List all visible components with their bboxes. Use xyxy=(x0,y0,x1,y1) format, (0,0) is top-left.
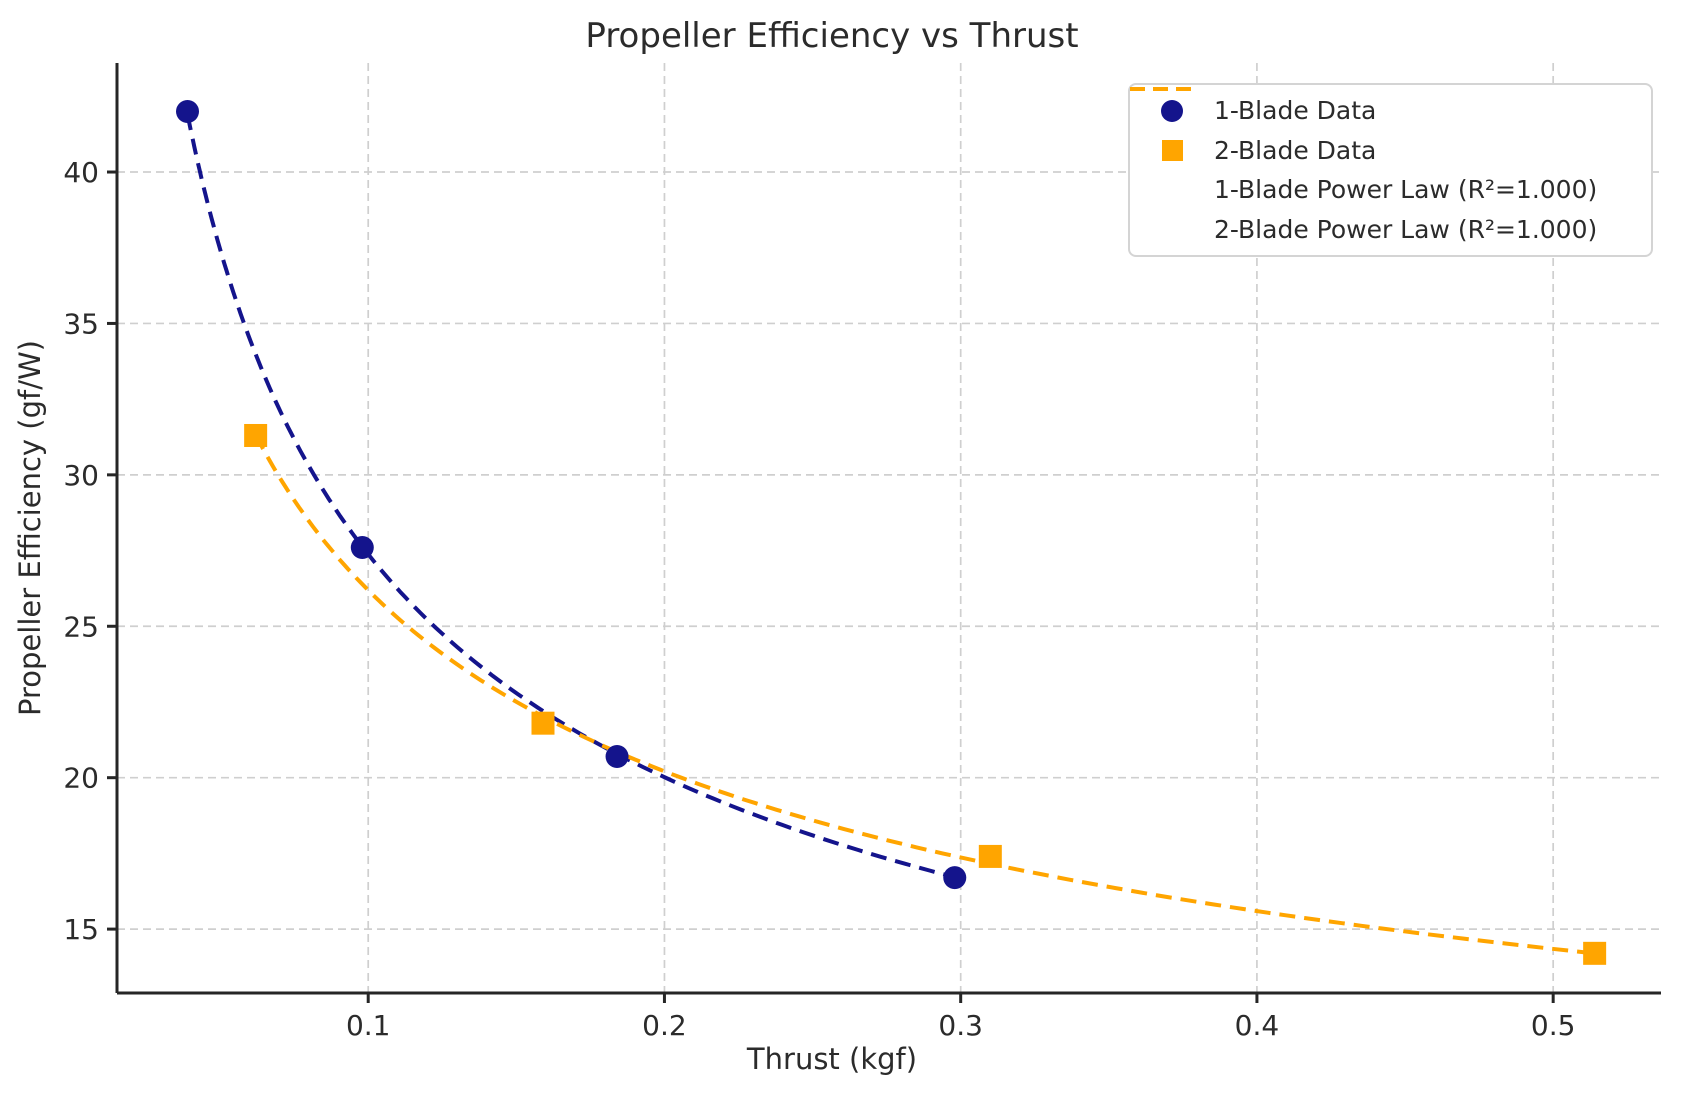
data-point-square xyxy=(244,423,268,447)
legend-label: 1-Blade Data xyxy=(1214,96,1377,126)
x-tick-label: 0.3 xyxy=(938,1009,983,1042)
y-tick-label: 25 xyxy=(63,610,99,643)
y-tick-label: 40 xyxy=(63,156,99,189)
legend-label: 2-Blade Data xyxy=(1214,135,1377,165)
legend-square-marker-icon xyxy=(1130,139,1214,161)
y-tick-label: 30 xyxy=(63,459,99,492)
data-point-circle xyxy=(605,744,629,768)
y-tick-label: 20 xyxy=(63,762,99,795)
legend-label: 1-Blade Power Law (R²=1.000) xyxy=(1214,175,1598,205)
x-axis-label: Thrust (kgf) xyxy=(746,1042,918,1076)
legend-item-2blade-fit: 2-Blade Power Law (R²=1.000) xyxy=(1130,87,1651,250)
x-tick-label: 0.1 xyxy=(346,1009,391,1042)
y-axis-label: Propeller Efficiency (gf/W) xyxy=(13,340,47,716)
y-tick-label: 15 xyxy=(63,913,99,946)
power-law-curve xyxy=(185,113,956,880)
y-tick-label: 35 xyxy=(63,307,99,340)
data-point-square xyxy=(1583,941,1607,965)
legend-circle-marker-icon xyxy=(1130,99,1214,122)
power-law-curve xyxy=(253,433,1595,956)
legend-item-1blade-fit: 1-Blade Power Law (R²=1.000) xyxy=(1130,87,1651,210)
legend: 1-Blade Data 2-Blade Data 1-Blade Power … xyxy=(1128,83,1653,257)
x-tick-label: 0.2 xyxy=(642,1009,687,1042)
data-point-square xyxy=(531,711,555,735)
chart-title: Propeller Efficiency vs Thrust xyxy=(585,16,1079,56)
x-tick-label: 0.5 xyxy=(1531,1009,1576,1042)
legend-item-1blade-data: 1-Blade Data xyxy=(1130,91,1651,131)
data-point-square xyxy=(978,844,1002,868)
data-point-circle xyxy=(350,536,374,560)
legend-item-2blade-data: 2-Blade Data xyxy=(1130,131,1651,171)
data-point-circle xyxy=(176,99,200,123)
x-tick-label: 0.4 xyxy=(1235,1009,1280,1042)
data-point-circle xyxy=(943,866,967,890)
legend-label: 2-Blade Power Law (R²=1.000) xyxy=(1214,214,1598,244)
